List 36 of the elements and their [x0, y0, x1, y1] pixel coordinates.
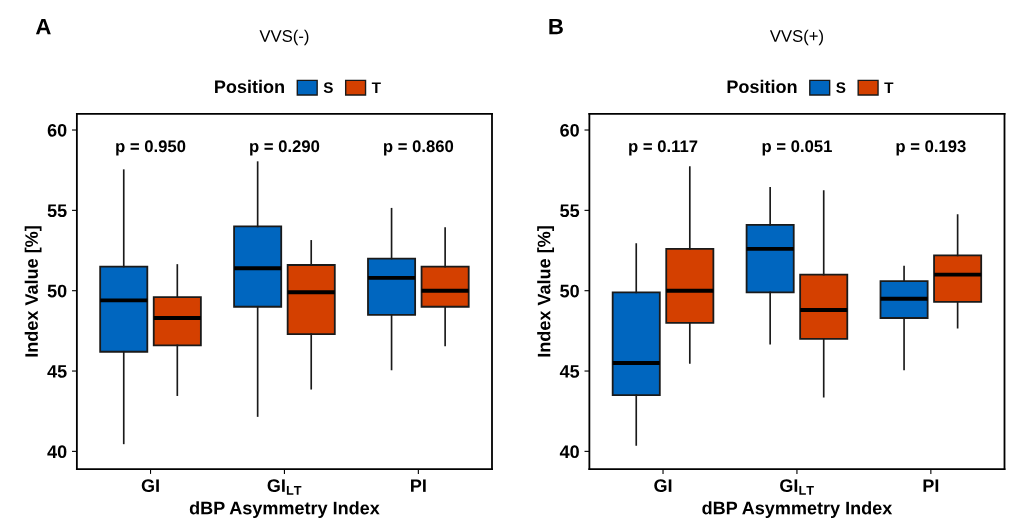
annotation: p = 0.117 [629, 140, 698, 156]
x-axis-title: dBP Asymmetry Index [189, 501, 380, 518]
x-tick-label: GI [141, 479, 159, 493]
legend-label: S [323, 82, 333, 94]
legend-title: Position [727, 79, 797, 94]
y-tick-label: 40 [559, 445, 579, 459]
y-tick-label: 45 [559, 365, 580, 378]
y-tick-label: 50 [560, 284, 579, 298]
x-tick-label: PI [411, 479, 426, 492]
y-tick-label: 60 [47, 123, 67, 137]
y-tick-label: 40 [47, 445, 67, 459]
y-axis-title: Index Value [%] [537, 226, 555, 357]
y-axis-title: Index Value [%] [24, 226, 42, 357]
legend-label: T [884, 82, 894, 93]
legend-label: S [836, 82, 846, 94]
chart-title: VVS(+) [769, 29, 823, 46]
annotation: p = 0.051 [762, 140, 832, 156]
y-tick-label: 55 [47, 204, 67, 218]
text: B [549, 18, 563, 35]
y-tick-label: 60 [560, 123, 579, 137]
y-tick-label: 50 [47, 284, 67, 298]
annotation: p = 0.950 [116, 140, 186, 156]
legend-label: T [371, 82, 381, 93]
x-tick-label: GI$_{LT}$ [780, 479, 814, 495]
chart-title: VVS(-) [259, 29, 309, 46]
annotation: p = 0.860 [384, 140, 454, 156]
annotation: p = 0.193 [896, 140, 966, 156]
x-tick-label: PI [923, 479, 939, 492]
x-tick-label: GI [654, 479, 672, 493]
x-tick-label: GI$_{LT}$ [267, 479, 302, 495]
y-tick-label: 45 [47, 365, 67, 378]
legend-title: Position [215, 79, 284, 94]
y-tick-label: 55 [560, 204, 580, 218]
x-axis-title: dBP Asymmetry Index [702, 501, 893, 518]
text: A [35, 18, 51, 35]
annotation: p = 0.290 [250, 140, 320, 156]
